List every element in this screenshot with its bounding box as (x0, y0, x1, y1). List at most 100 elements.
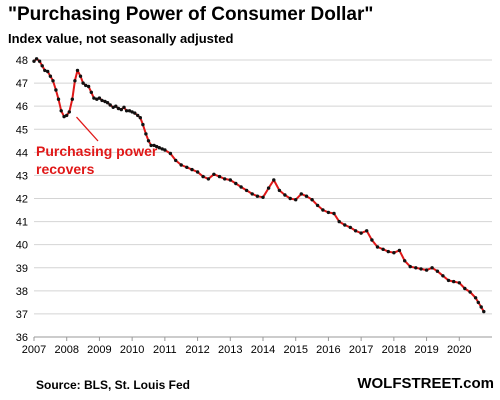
data-point (54, 88, 58, 92)
data-point (343, 223, 347, 227)
y-tick-label: 44 (16, 147, 28, 159)
data-point (116, 106, 121, 111)
data-point (48, 74, 53, 78)
data-point (392, 251, 396, 255)
data-point (92, 96, 96, 100)
data-point (419, 267, 423, 271)
x-tick-label: 2011 (153, 344, 177, 356)
chart-subtitle: Index value, not seasonally adjusted (8, 31, 234, 46)
data-point (81, 81, 85, 85)
data-point (288, 196, 292, 201)
data-point (310, 198, 314, 202)
data-point (75, 68, 80, 73)
x-tick-label: 2010 (120, 344, 144, 356)
data-point (397, 248, 402, 253)
data-point (65, 113, 69, 118)
data-point (133, 111, 137, 115)
annotation-label: Purchasing power (36, 143, 158, 159)
data-point (365, 229, 369, 233)
data-point (122, 105, 126, 110)
data-point (359, 231, 363, 235)
data-point (370, 238, 374, 242)
annotation-label: recovers (36, 161, 95, 177)
source-note: Source: BLS, St. Louis Fed (36, 378, 191, 392)
data-point (56, 97, 61, 101)
data-point (168, 151, 173, 156)
data-point (441, 274, 445, 278)
data-point (430, 266, 434, 270)
data-point (294, 198, 298, 202)
x-tick-label: 2012 (185, 344, 209, 356)
data-point (403, 259, 407, 263)
data-point (40, 64, 44, 68)
data-point (315, 203, 320, 208)
data-point (375, 245, 380, 249)
data-point (482, 309, 486, 314)
data-point (217, 174, 222, 179)
y-tick-label: 46 (16, 101, 28, 113)
data-point (146, 139, 151, 143)
data-point (255, 194, 260, 198)
data-point (223, 177, 227, 181)
data-point (321, 208, 325, 212)
data-point (435, 269, 440, 273)
data-point (130, 110, 134, 114)
brand-logo-text: WOLFSTREET.com (357, 375, 494, 392)
data-point (149, 143, 153, 148)
data-point (78, 74, 83, 78)
y-tick-label: 37 (16, 309, 28, 321)
data-point (348, 225, 352, 230)
data-point (127, 109, 132, 113)
data-point (34, 57, 39, 61)
data-point (59, 109, 63, 113)
x-tick-label: 2020 (447, 344, 471, 356)
x-axis: 2007 2008 2009 2010 2011 2012 2013 2014 2015 2016… (22, 336, 492, 356)
data-point (353, 229, 358, 233)
data-point (228, 178, 232, 182)
y-axis: 36 37 38 39 40 41 42 43 44 45 46 47 48 (16, 55, 28, 344)
x-tick-label: 2015 (283, 344, 307, 356)
x-tick-label: 2017 (349, 344, 373, 356)
data-point (424, 268, 429, 272)
annotation: Purchasing power recovers (36, 116, 158, 177)
data-point (73, 79, 77, 83)
data-point (119, 107, 124, 112)
data-point (37, 59, 42, 63)
x-tick-label: 2018 (382, 344, 406, 356)
data-point (452, 279, 456, 284)
data-point (414, 266, 418, 270)
x-tick-label: 2019 (414, 344, 438, 356)
data-point (100, 98, 104, 103)
data-point (43, 68, 47, 73)
data-point (67, 110, 72, 114)
y-tick-label: 47 (16, 78, 28, 90)
data-point (212, 172, 216, 176)
annotation-pointer (76, 116, 99, 142)
data-point (111, 105, 115, 110)
data-point (124, 109, 129, 113)
data-point (261, 195, 265, 199)
data-point (244, 188, 249, 193)
data-point (473, 296, 478, 300)
data-point (136, 113, 140, 118)
data-point (468, 290, 472, 294)
chart-title: "Purchasing Power of Consumer Dollar" (8, 4, 374, 25)
data-point (114, 104, 118, 108)
data-point (46, 69, 50, 74)
data-point (195, 170, 200, 174)
y-tick-label: 36 (16, 332, 28, 344)
data-point (179, 163, 183, 167)
data-point (95, 97, 99, 101)
data-point (446, 278, 451, 283)
y-tick-label: 42 (16, 194, 28, 206)
data-point (155, 144, 159, 149)
x-tick-label: 2007 (22, 344, 46, 356)
data-point (103, 99, 107, 104)
data-point (84, 83, 88, 88)
gridlines (34, 59, 492, 315)
data-point (206, 177, 211, 181)
data-point (463, 286, 467, 291)
x-tick-label: 2014 (251, 344, 275, 356)
data-point (141, 122, 145, 127)
